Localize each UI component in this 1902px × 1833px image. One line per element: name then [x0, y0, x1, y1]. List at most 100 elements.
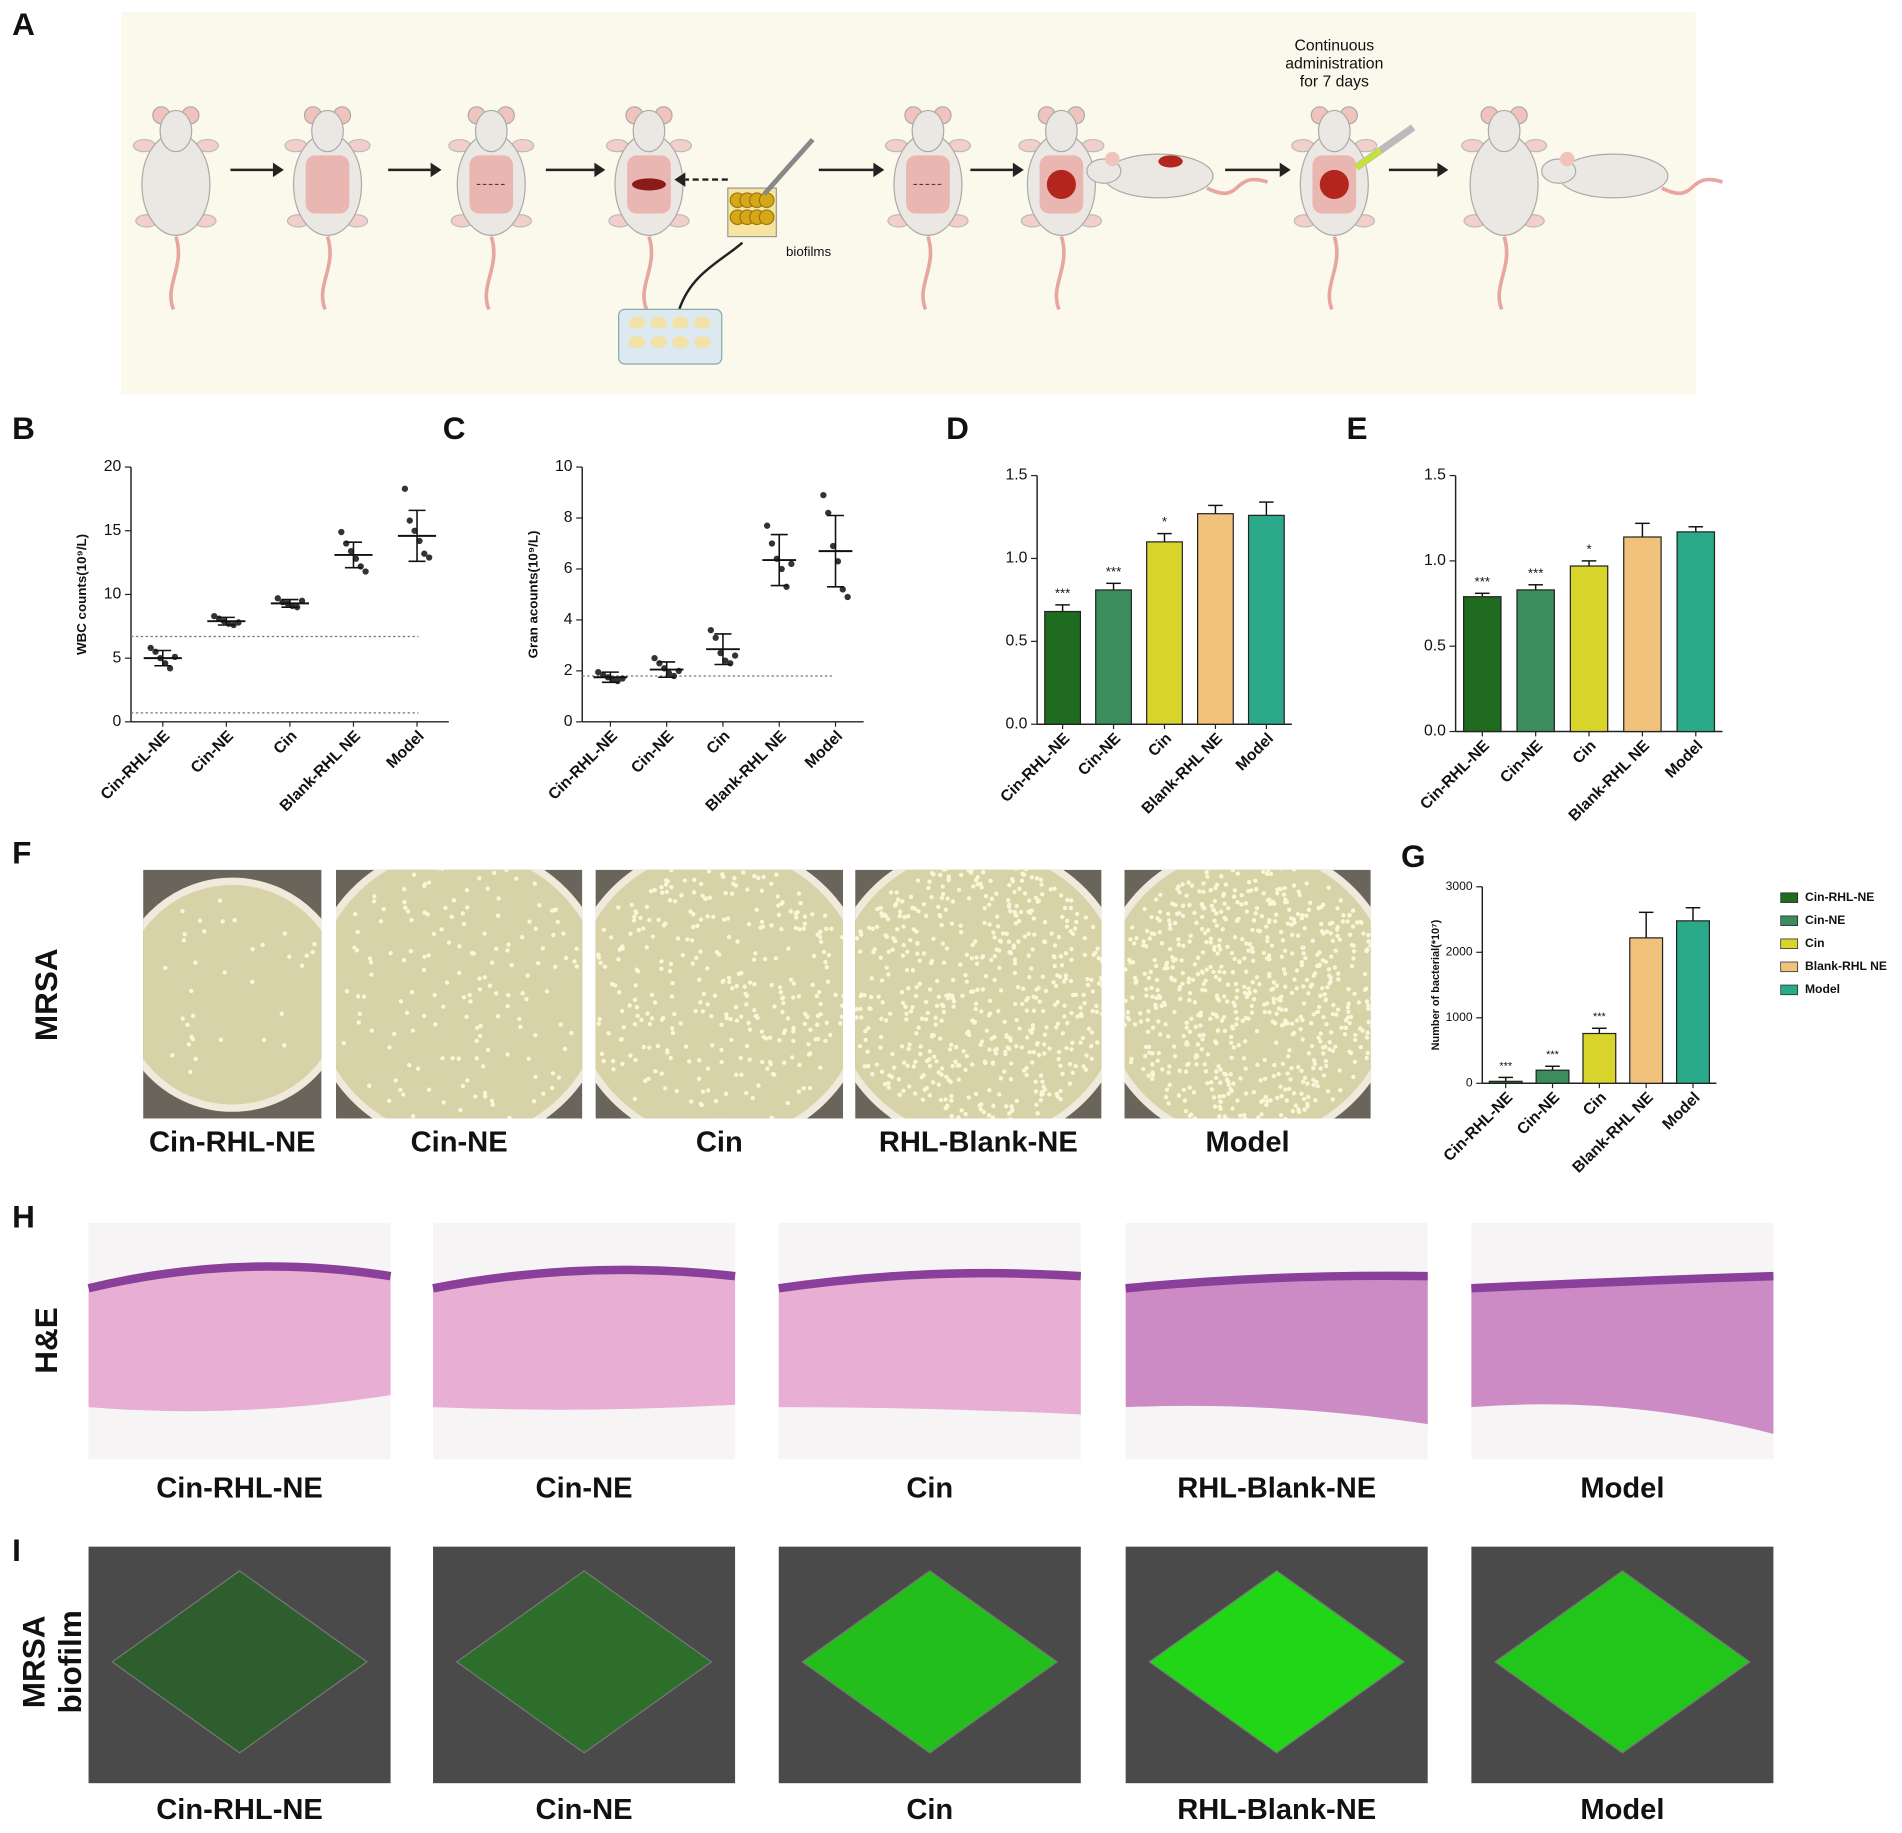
plate-photo [336, 869, 583, 1119]
colony [1282, 1120, 1286, 1124]
colony [393, 1078, 398, 1083]
colony [1375, 1006, 1379, 1010]
colony [1358, 919, 1363, 925]
colony [939, 895, 945, 901]
colony [729, 891, 735, 896]
y-tick-label: 10 [104, 586, 122, 603]
colony [1027, 898, 1032, 903]
colony [1235, 1098, 1240, 1103]
colony [1008, 1117, 1013, 1119]
colony [1221, 1015, 1227, 1020]
colony [1330, 938, 1336, 943]
colony [1286, 1054, 1291, 1059]
colony [632, 914, 637, 919]
colony [751, 957, 757, 962]
colony [910, 1005, 915, 1010]
colony [1187, 939, 1192, 944]
colony [994, 914, 1000, 919]
colony [1318, 1031, 1324, 1036]
colony [1034, 1102, 1039, 1107]
colony [801, 926, 806, 931]
colony [1070, 1070, 1075, 1075]
colony [1183, 1108, 1189, 1114]
y-tick-label: 1.0 [1006, 550, 1028, 567]
colony [312, 941, 317, 947]
colony [1171, 958, 1176, 963]
colony [401, 958, 407, 963]
data-point [211, 612, 218, 620]
colony [612, 983, 618, 988]
colony [518, 1024, 523, 1030]
colony [1318, 1039, 1323, 1044]
colony [934, 978, 940, 984]
bar [1488, 1080, 1523, 1084]
infected-wound [1046, 169, 1076, 200]
colony [1330, 1011, 1336, 1017]
significance-label: *** [1546, 1049, 1559, 1061]
colony [1120, 1010, 1124, 1014]
colony [1059, 962, 1065, 968]
colony [744, 1002, 749, 1007]
colony [858, 1006, 863, 1012]
colony [807, 1085, 813, 1091]
colony [1316, 1004, 1322, 1010]
colony [1132, 1022, 1138, 1027]
data-point [778, 565, 785, 573]
colony [780, 1009, 785, 1015]
colony [1323, 1058, 1329, 1064]
colony [1062, 905, 1068, 911]
legend-swatch [1780, 961, 1799, 973]
colony [1073, 1063, 1078, 1069]
colony [1288, 1077, 1293, 1082]
colony [801, 1086, 806, 1091]
x-tick-label: Cin [1570, 737, 1600, 767]
colony [415, 1066, 421, 1071]
colony [1311, 1077, 1316, 1082]
colony [1299, 959, 1305, 965]
colony [357, 1011, 362, 1016]
colony [984, 1028, 990, 1033]
colony [1261, 891, 1266, 896]
colony [1153, 1002, 1158, 1008]
colony [1069, 946, 1074, 952]
colony [891, 1065, 897, 1070]
colony [1065, 897, 1070, 903]
colony [1287, 907, 1292, 912]
colony [425, 912, 430, 917]
colony [1055, 973, 1060, 978]
colony [1042, 939, 1048, 945]
colony [739, 1072, 744, 1077]
colony [1108, 971, 1112, 975]
data-point [166, 665, 174, 672]
x-tick-label: Cin-NE [628, 728, 677, 777]
colony [659, 959, 664, 964]
colony [997, 1092, 1002, 1097]
colony [1250, 979, 1255, 985]
colony [698, 881, 704, 887]
colony [441, 1100, 446, 1105]
colony [992, 1048, 998, 1053]
colony [802, 1021, 808, 1027]
colony [969, 1119, 973, 1123]
colony [681, 863, 685, 867]
colony [841, 993, 844, 999]
colony [963, 972, 968, 978]
colony [449, 914, 454, 919]
colony [1322, 992, 1327, 997]
colony [901, 1088, 906, 1093]
colony [978, 881, 983, 886]
colony [879, 1016, 884, 1021]
colony [505, 948, 510, 953]
colony [1233, 1009, 1239, 1015]
colony [963, 1111, 968, 1117]
colony [880, 1000, 885, 1005]
colony [806, 1042, 811, 1047]
colony [973, 1006, 978, 1012]
colony [1330, 1048, 1336, 1053]
colony [1143, 1053, 1148, 1059]
colony [1038, 1073, 1044, 1078]
colony [946, 878, 951, 883]
colony [1231, 894, 1237, 899]
colony [1213, 885, 1218, 891]
colony [855, 1008, 856, 1012]
